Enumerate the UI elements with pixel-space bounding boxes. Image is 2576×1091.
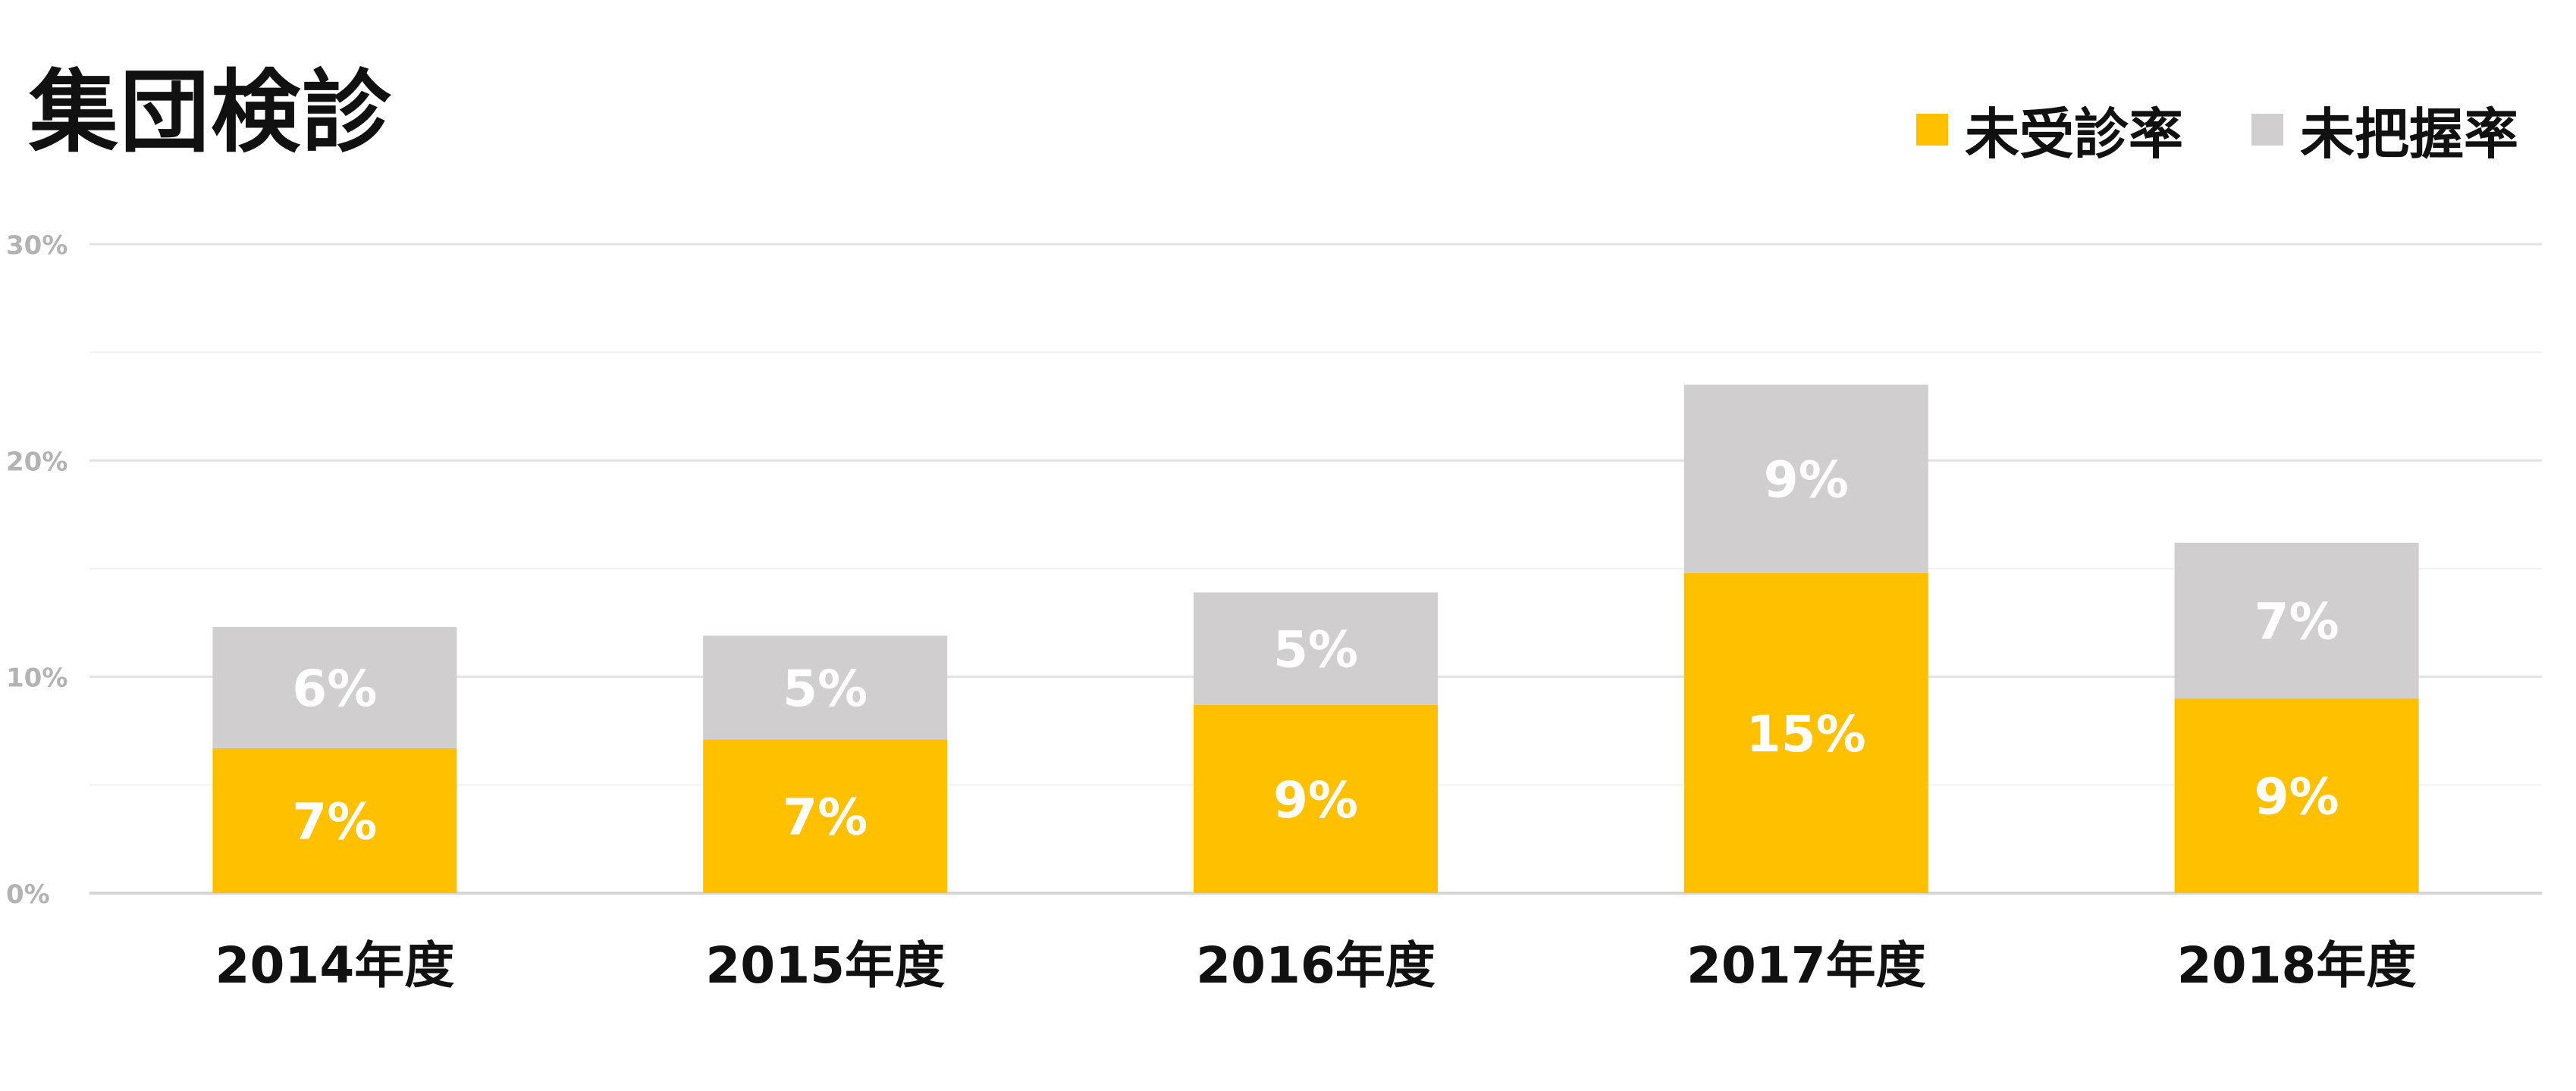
y-tick-label: 30%	[6, 230, 67, 261]
x-tick-label: 2016年度	[1196, 936, 1435, 995]
bar-segment	[1194, 592, 1438, 705]
data-label: 6%	[292, 660, 377, 718]
legend: 未受診率 未把握率	[1916, 89, 2518, 169]
legend-swatch-unexamined	[1916, 113, 1948, 146]
data-label: 15%	[1746, 705, 1866, 763]
data-label: 9%	[2254, 768, 2339, 826]
data-label: 7%	[292, 792, 377, 851]
x-tick-label: 2017年度	[1686, 936, 1926, 995]
data-label: 7%	[2254, 592, 2339, 651]
bar-segment	[2174, 698, 2419, 893]
data-label: 9%	[1764, 451, 1849, 509]
bar-segment	[1683, 572, 1928, 893]
bar-segment	[703, 739, 948, 893]
legend-label-unknown: 未把握率	[2299, 102, 2518, 166]
chart-title: 集団検診	[29, 60, 394, 165]
bar-segment	[703, 635, 948, 740]
data-label: 5%	[1273, 621, 1358, 679]
data-label: 5%	[783, 660, 868, 718]
data-label: 9%	[1273, 771, 1358, 829]
bar-segment	[1683, 384, 1928, 573]
x-tick-label: 2018年度	[2177, 936, 2417, 995]
y-tick-label: 10%	[6, 663, 67, 694]
legend-label-unexamined: 未受診率	[1964, 102, 2183, 166]
bar-segment	[212, 627, 457, 748]
bar-segment	[212, 748, 457, 893]
legend-item-unexamined: 未受診率	[1916, 89, 2183, 169]
legend-swatch-unknown	[2251, 113, 2283, 146]
data-label: 7%	[783, 788, 868, 847]
legend-item-unknown: 未把握率	[2251, 89, 2518, 169]
x-tick-label: 2015年度	[705, 936, 945, 995]
y-tick-label: 0%	[6, 879, 50, 910]
y-tick-label: 20%	[6, 447, 67, 477]
bar-segment	[2174, 542, 2419, 699]
x-tick-label: 2014年度	[215, 936, 455, 995]
bar-segment	[1194, 704, 1438, 893]
